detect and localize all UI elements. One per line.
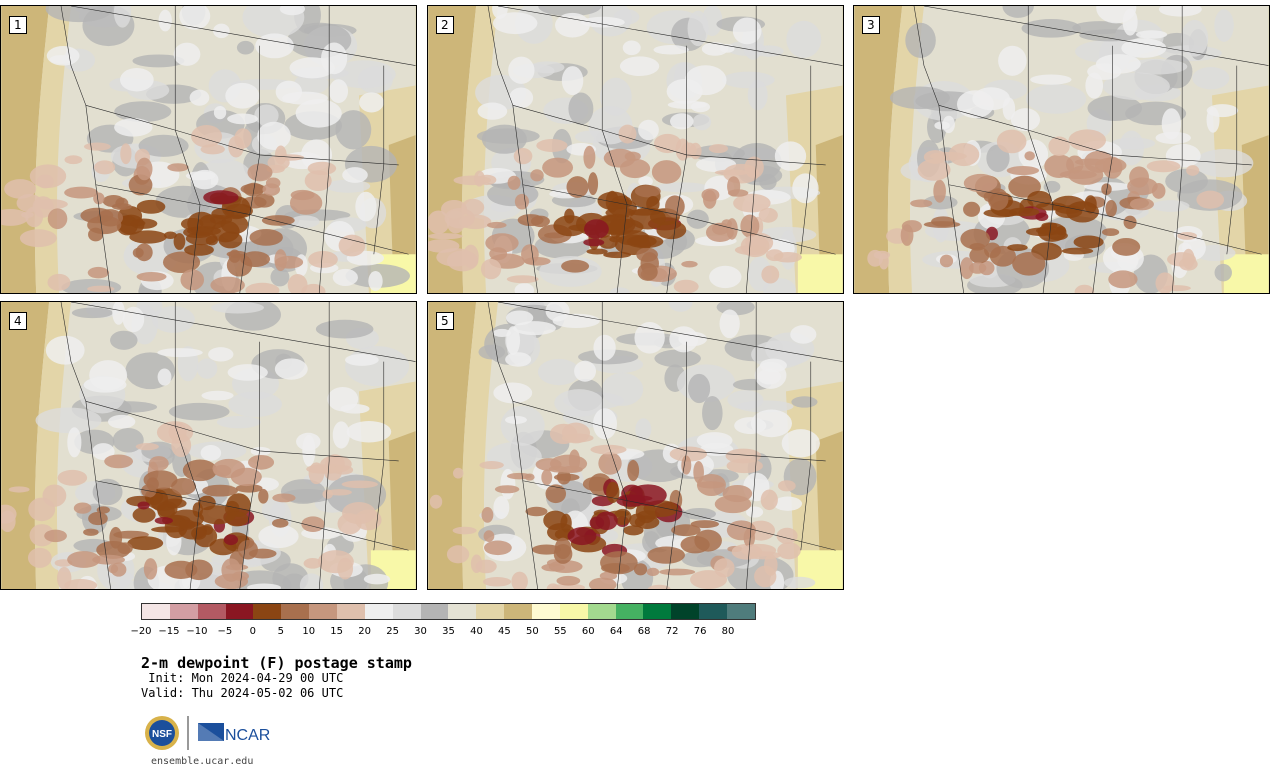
- colorbar-tick-label: 10: [302, 626, 316, 637]
- init-time: Init: Mon 2024-04-29 00 UTC: [141, 671, 344, 685]
- colorbar-tick-label: 76: [693, 626, 707, 637]
- map-panel-4: 4: [0, 301, 417, 590]
- colorbar-tick-label: −5: [217, 626, 233, 637]
- colorbar-swatch: [281, 604, 310, 619]
- map-panel-1: 1: [0, 5, 417, 294]
- map-panel-2: 2: [427, 5, 844, 294]
- dewpoint-map-1: [1, 6, 416, 293]
- colorbar-tick-label: 60: [581, 626, 595, 637]
- colorbar-tick-label: 5: [277, 626, 284, 637]
- panel-number-2: 2: [436, 16, 454, 34]
- valid-time: Valid: Thu 2024-05-02 06 UTC: [141, 686, 344, 700]
- panel-number-3: 3: [862, 16, 880, 34]
- colorbar-swatch: [643, 604, 672, 619]
- colorbar-swatch: [364, 604, 393, 619]
- colorbar-tick-label: 0: [249, 626, 256, 637]
- colorbar-tick-label: 64: [609, 626, 623, 637]
- colorbar-tick-label: 20: [358, 626, 371, 637]
- dewpoint-map-5: [428, 302, 843, 589]
- colorbar-tick-label: 25: [386, 626, 399, 637]
- colorbar-tick-label: 50: [525, 626, 539, 637]
- map-panel-3: 3: [853, 5, 1270, 294]
- colorbar-tick-label: 68: [637, 626, 651, 637]
- chart-title: 2-m dewpoint (F) postage stamp: [141, 654, 412, 672]
- colorbar-swatch: [309, 604, 338, 619]
- colorbar-swatch: [253, 604, 282, 619]
- map-panel-5: 5: [427, 301, 844, 590]
- colorbar-swatch: [587, 604, 616, 619]
- colorbar-swatch: [532, 604, 560, 619]
- panel-number-5: 5: [436, 312, 454, 330]
- ncar-logo-text: NCAR: [225, 727, 270, 744]
- colorbar-swatch: [169, 604, 198, 619]
- colorbar-tick-label: −15: [158, 626, 180, 637]
- colorbar-swatch: [142, 604, 170, 619]
- colorbar-swatch: [727, 604, 755, 619]
- logos: NSF NCAR: [144, 713, 274, 753]
- panel-number-4: 4: [9, 312, 27, 330]
- ncar-logo-icon: NCAR: [198, 723, 270, 744]
- dewpoint-map-3: [854, 6, 1269, 293]
- colorbar-tick-label: 30: [414, 626, 427, 637]
- colorbar-ticks: −20 −15 −10 −5 0 5 10 15 20 25 30 35 40 45 50 55 60 64 68 7…: [130, 626, 756, 640]
- colorbar-swatch: [225, 604, 254, 619]
- colorbar-swatch: [699, 604, 728, 619]
- colorbar-swatch: [448, 604, 477, 619]
- colorbar-tick-label: −10: [186, 626, 208, 637]
- colorbar: [141, 603, 756, 620]
- site-url: ensemble.ucar.edu: [151, 756, 254, 767]
- colorbar-swatch: [197, 604, 226, 619]
- colorbar-swatch: [615, 604, 644, 619]
- colorbar-tick-label: 35: [442, 626, 455, 637]
- colorbar-swatch: [420, 604, 449, 619]
- dewpoint-map-4: [1, 302, 416, 589]
- colorbar-swatch: [337, 604, 365, 619]
- colorbar-swatch: [392, 604, 421, 619]
- colorbar-swatch: [476, 604, 505, 619]
- nsf-logo-text: NSF: [152, 729, 172, 740]
- colorbar-swatch: [559, 604, 588, 619]
- colorbar-swatch: [504, 604, 533, 619]
- colorbar-tick-label: 72: [665, 626, 679, 637]
- dewpoint-map-2: [428, 6, 843, 293]
- colorbar-swatch: [671, 604, 700, 619]
- colorbar-tick-label: −20: [130, 626, 152, 637]
- colorbar-tick-label: 80: [721, 626, 735, 637]
- colorbar-tick-label: 55: [553, 626, 567, 637]
- colorbar-tick-label: 45: [498, 626, 511, 637]
- panel-number-1: 1: [9, 16, 27, 34]
- nsf-logo-icon: NSF: [145, 716, 179, 750]
- colorbar-tick-label: 40: [470, 626, 483, 637]
- colorbar-tick-label: 15: [330, 626, 344, 637]
